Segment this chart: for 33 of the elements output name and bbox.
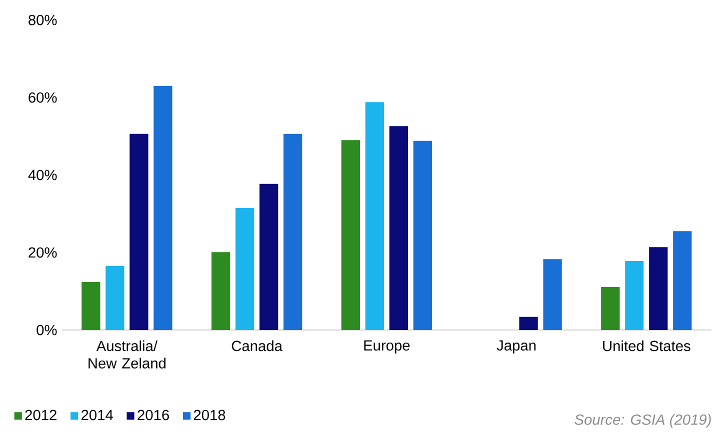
y-tick-label: 0% bbox=[36, 324, 57, 336]
bar bbox=[235, 208, 254, 330]
bar bbox=[259, 184, 278, 330]
bar bbox=[365, 102, 384, 330]
y-tick-label: 40% bbox=[28, 170, 57, 180]
x-tick-label: Japan bbox=[496, 340, 536, 354]
legend-label: 2012 bbox=[25, 410, 56, 420]
legend-label: 2018 bbox=[194, 410, 226, 420]
bar bbox=[154, 86, 172, 330]
bar bbox=[389, 126, 408, 330]
bar bbox=[519, 316, 538, 330]
bar bbox=[649, 247, 668, 330]
bar bbox=[413, 140, 432, 330]
bar bbox=[543, 259, 562, 330]
bar bbox=[341, 140, 360, 330]
x-tick-label: United States bbox=[603, 340, 690, 352]
legend-label: 2016 bbox=[138, 410, 169, 420]
x-tick-label: Canada bbox=[232, 340, 282, 352]
bar bbox=[130, 134, 148, 330]
x-tick-label: Europe bbox=[364, 340, 410, 354]
bar bbox=[601, 286, 620, 330]
bar bbox=[673, 231, 692, 330]
x-tick-label: Australia/ New Zeland bbox=[88, 340, 166, 369]
bar bbox=[82, 282, 100, 330]
bar bbox=[283, 134, 302, 330]
y-tick-label: 60% bbox=[28, 92, 57, 103]
legend-label: 2014 bbox=[82, 410, 113, 420]
bar bbox=[106, 266, 124, 330]
bar bbox=[211, 252, 230, 330]
text: Source: GSIA (2019) bbox=[574, 414, 711, 428]
y-tick-label: 80% bbox=[28, 14, 57, 26]
y-tick-label: 20% bbox=[28, 247, 57, 258]
bar bbox=[625, 261, 644, 330]
